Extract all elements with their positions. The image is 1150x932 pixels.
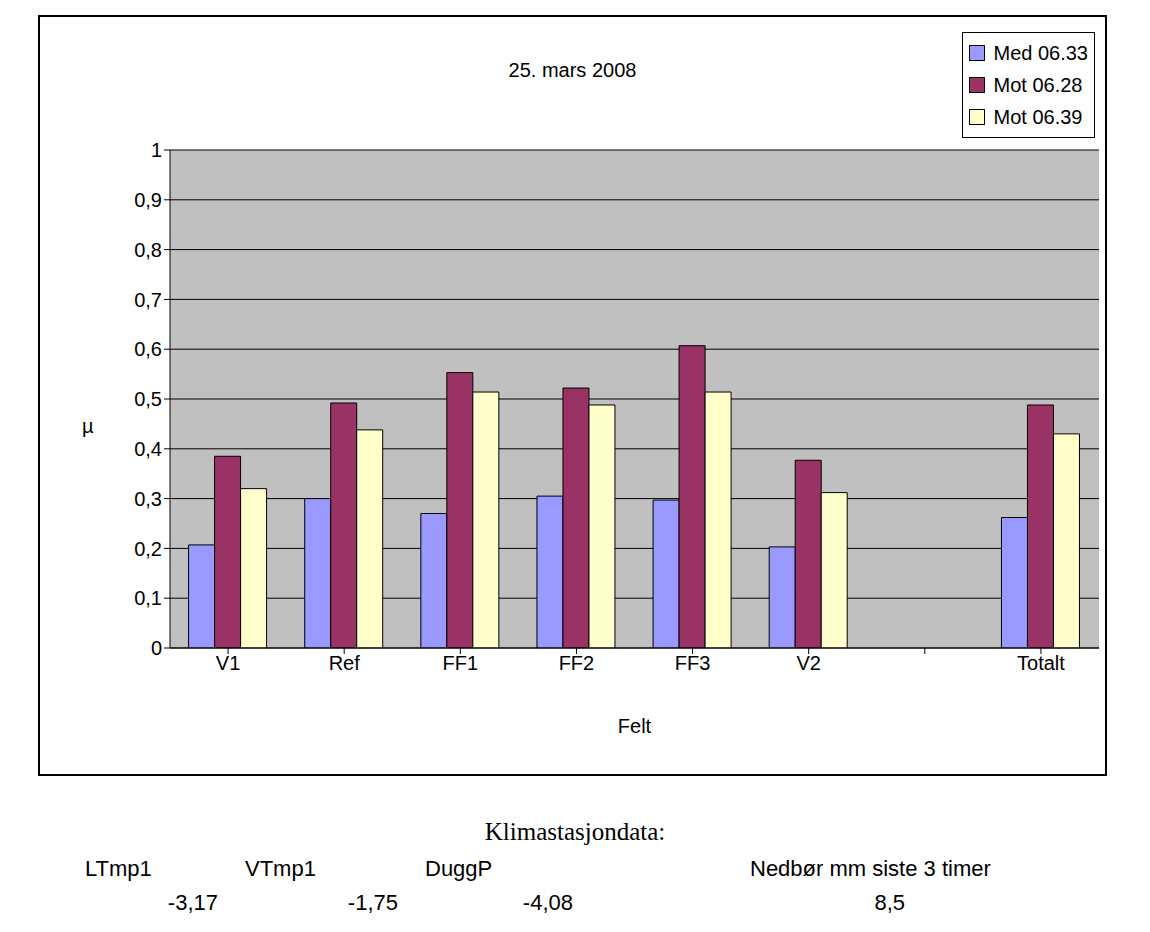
svg-text:Totalt: Totalt <box>1017 652 1065 674</box>
svg-text:0,6: 0,6 <box>134 338 162 360</box>
svg-text:0,1: 0,1 <box>134 587 162 609</box>
svg-text:0,9: 0,9 <box>134 189 162 211</box>
svg-text:FF1: FF1 <box>443 652 479 674</box>
html-text:µ: µ <box>82 415 94 437</box>
svg-text:0,8: 0,8 <box>134 239 162 261</box>
html-text:Med 06.33: Med 06.33 <box>993 42 1088 64</box>
html-text:25. mars 2008: 25. mars 2008 <box>508 59 637 81</box>
html-text:8,5: 8,5 <box>874 890 905 915</box>
svg-text:V2: V2 <box>796 652 820 674</box>
html-text:Mot 06.39: Mot 06.39 <box>993 106 1083 128</box>
html-text:-3,17: -3,17 <box>167 890 218 915</box>
svg-text:0: 0 <box>151 637 162 659</box>
svg-text:Ref: Ref <box>329 652 361 674</box>
svg-text:V1: V1 <box>216 652 240 674</box>
html-text:LTmp1: LTmp1 <box>85 856 152 881</box>
svg-text:FF2: FF2 <box>559 652 595 674</box>
svg-text:0,3: 0,3 <box>134 488 162 510</box>
html-text:-1,75: -1,75 <box>347 890 398 915</box>
html-text:VTmp1: VTmp1 <box>245 856 316 881</box>
html-text:-4,08: -4,08 <box>522 890 573 915</box>
svg-text:FF3: FF3 <box>675 652 711 674</box>
svg-text:0,2: 0,2 <box>134 538 162 560</box>
html-text:Nedbør mm siste 3 timer: Nedbør mm siste 3 timer <box>750 856 991 881</box>
svg-text:0,5: 0,5 <box>134 388 162 410</box>
html-text:Felt: Felt <box>617 715 652 737</box>
html-text:DuggP: DuggP <box>425 856 493 881</box>
svg-text:0,7: 0,7 <box>134 289 162 311</box>
html-text:Mot 06.28: Mot 06.28 <box>993 74 1083 96</box>
svg-text:1: 1 <box>151 139 162 161</box>
html-text:Klimastasjondata:: Klimastasjondata: <box>484 818 666 845</box>
svg-text:0,4: 0,4 <box>134 438 162 460</box>
